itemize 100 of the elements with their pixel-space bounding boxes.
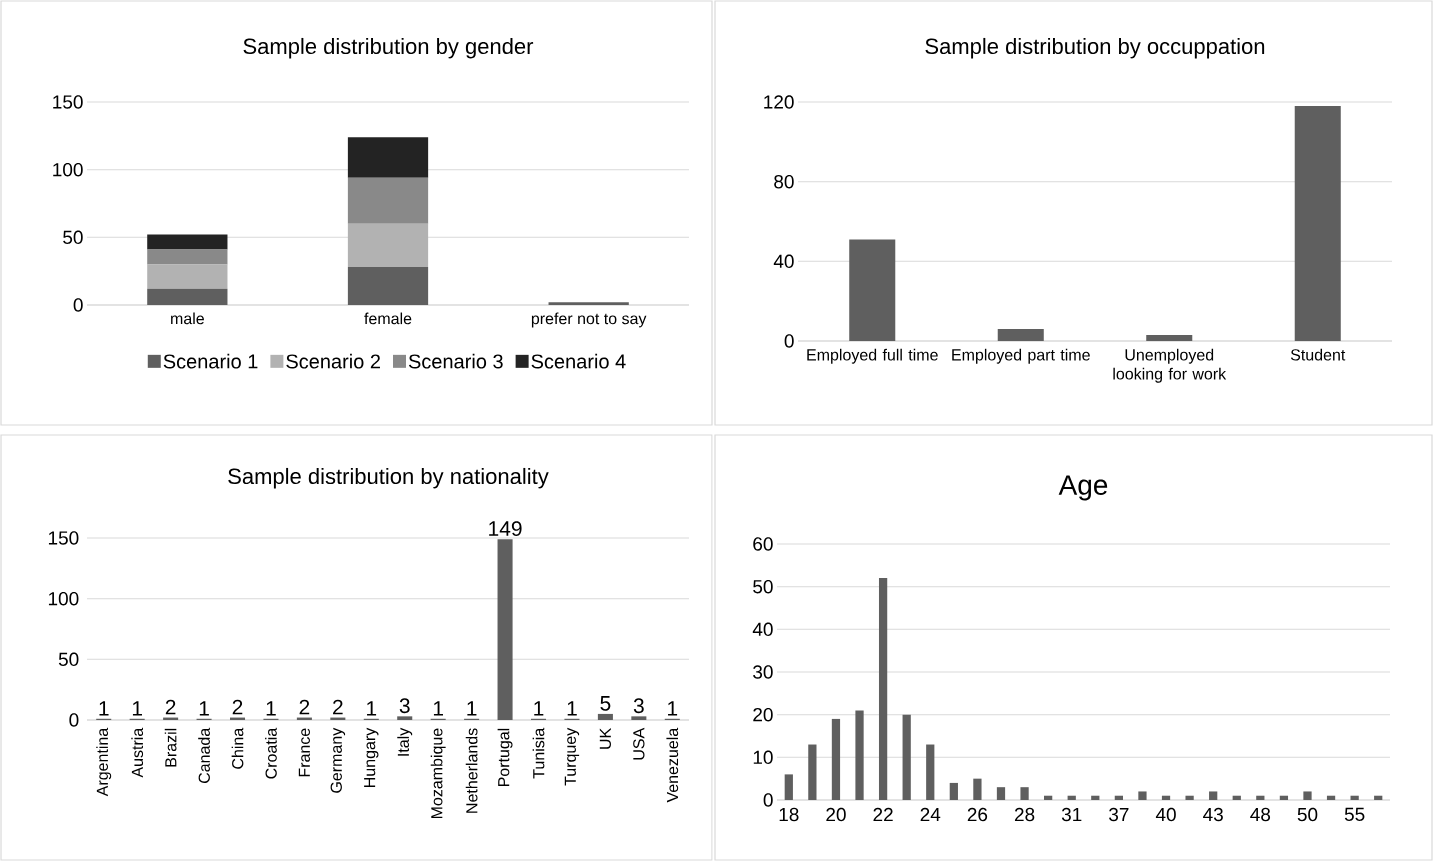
y-tick-label: 50 [58, 652, 79, 667]
bar [1091, 795, 1100, 800]
bar [1044, 795, 1053, 800]
bar [347, 267, 429, 305]
x-tick-label: 50 [1297, 807, 1318, 822]
x-tick-label: UK [599, 727, 611, 749]
bar [1279, 795, 1289, 800]
y-tick-label: 80 [774, 174, 794, 189]
x-tick-label: 48 [1250, 807, 1271, 822]
y-tick-label: 30 [753, 665, 773, 679]
data-label: 149 [489, 521, 522, 536]
legend-label: Scenario 1 [163, 353, 258, 369]
data-label: 5 [600, 696, 611, 711]
bar [1256, 795, 1265, 800]
x-tick-label: Netherlands [465, 728, 478, 813]
x-tick-label: Venezuela [666, 727, 679, 803]
x-tick-label: 37 [1109, 807, 1129, 822]
bar [849, 239, 896, 341]
data-label: 3 [633, 698, 644, 714]
y-tick-label: 0 [69, 713, 79, 727]
chart-title: Sample distribution by gender [243, 37, 534, 59]
data-label: 1 [467, 701, 477, 716]
x-tick-label: Italy [397, 727, 413, 756]
bar [1209, 791, 1218, 800]
y-tick-label: 10 [753, 750, 773, 765]
legend-label: Scenario 2 [286, 353, 380, 369]
y-tick-label: 50 [63, 230, 83, 245]
y-tick-label: 0 [763, 793, 773, 807]
data-label: 2 [165, 699, 176, 715]
data-label: 3 [399, 698, 410, 714]
legend-label: Scenario 4 [531, 353, 626, 369]
data-label: 2 [232, 699, 243, 715]
data-label: 1 [367, 701, 377, 716]
data-label: 1 [199, 701, 209, 716]
y-tick-label: 50 [753, 579, 773, 594]
x-tick-label: France [298, 728, 310, 777]
bar [147, 288, 228, 305]
bar [973, 778, 982, 800]
data-label: 1 [99, 701, 109, 716]
y-tick-label: 40 [752, 622, 773, 637]
x-tick-label: Hungary [364, 727, 379, 787]
x-tick-label: USA [633, 727, 645, 760]
x-tick-label: female [364, 312, 412, 325]
x-tick-label: Brazil [164, 728, 177, 767]
bar [949, 782, 958, 800]
bar [1232, 795, 1241, 800]
data-label: 2 [333, 699, 343, 715]
chart-title: Sample distribution by nationality [228, 467, 549, 489]
y-tick-label: 0 [73, 298, 83, 312]
x-tick-label: 26 [967, 807, 988, 822]
y-tick-label: 150 [53, 95, 83, 109]
bar [397, 716, 413, 720]
x-tick-label: male [171, 312, 204, 325]
x-tick-label: Tunisia [532, 727, 545, 779]
data-label: 1 [433, 701, 443, 716]
bar [548, 302, 629, 305]
data-label: 1 [534, 701, 544, 716]
bar [347, 177, 429, 224]
bar [347, 223, 429, 268]
x-tick-label: 31 [1061, 807, 1082, 822]
y-tick-label: 120 [764, 95, 794, 109]
bar [997, 329, 1044, 341]
data-label: 1 [266, 701, 276, 716]
bar [878, 578, 888, 800]
x-tick-label: Employed part time [952, 348, 1090, 364]
data-label: 1 [567, 701, 577, 716]
bar [1350, 795, 1359, 800]
bar [1303, 791, 1312, 800]
x-tick-label: Canada [198, 727, 210, 784]
bar [1138, 791, 1147, 800]
y-tick-label: 150 [48, 531, 79, 545]
chart-title: Age [1058, 475, 1108, 501]
y-tick-label: 20 [753, 707, 773, 722]
bar [996, 787, 1006, 800]
x-tick-label: 20 [826, 807, 846, 822]
bar [1374, 795, 1383, 800]
data-label: 2 [299, 699, 310, 715]
bar [597, 713, 613, 720]
x-tick-label: Student [1290, 348, 1346, 361]
bar [631, 716, 647, 720]
bar [1326, 795, 1336, 800]
y-tick-label: 100 [53, 162, 83, 177]
x-tick-label: Employed full time [807, 348, 938, 364]
x-tick-label: 55 [1344, 807, 1365, 822]
chart-title: Sample distribution by occuppation [925, 37, 1265, 59]
y-tick-label: 100 [48, 591, 79, 606]
bar [1067, 795, 1076, 800]
y-tick-label: 40 [773, 254, 794, 269]
bar [1161, 795, 1171, 800]
x-tick-label: prefer not to say [531, 312, 647, 328]
bar [855, 710, 864, 800]
data-label: 1 [668, 701, 678, 716]
x-tick-label: Mozambique [430, 728, 446, 819]
x-tick-label: 43 [1203, 807, 1223, 822]
y-tick-label: 60 [753, 537, 773, 551]
x-tick-label: Unemployed looking for work [1113, 348, 1227, 383]
x-tick-label: Portugal [497, 728, 513, 787]
bar [1146, 335, 1193, 341]
bar [497, 539, 513, 720]
bar [1185, 795, 1194, 800]
